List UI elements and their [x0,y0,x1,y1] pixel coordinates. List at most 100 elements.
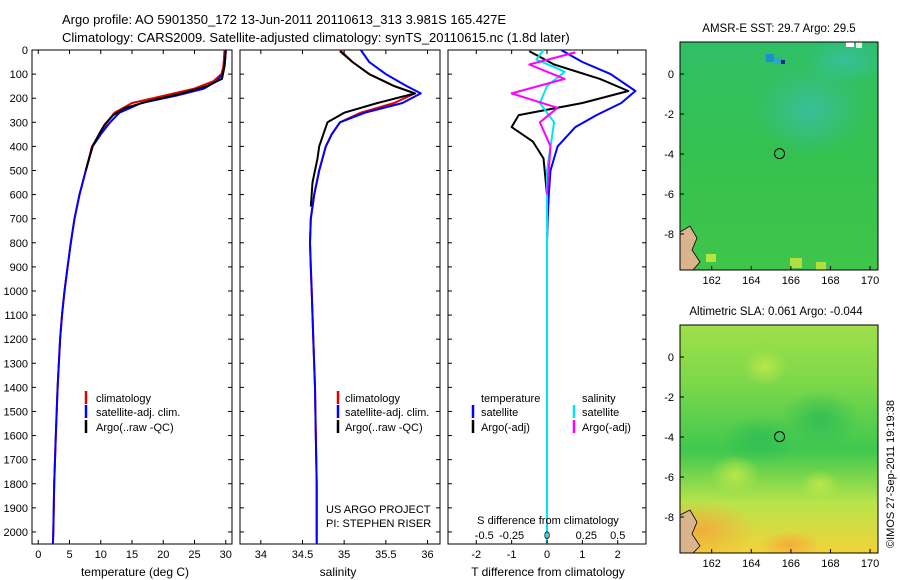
legend-label-satellite: satellite-adj. clim. [96,407,180,419]
x-tick-label: 30 [220,549,232,561]
figure-title: Argo profile: AO 5901350_172 13-Jun-2011… [62,12,506,27]
y-tick-label: 1700 [4,455,28,467]
temperature-xlabel: temperature (deg C) [81,565,189,579]
series-line-satellite-adj-clim [309,49,422,544]
x-tick-label: 5 [66,549,72,561]
figure-subtitle: Climatology: CARS2009. Satellite-adjuste… [62,30,570,45]
legend-label-t-satellite: satellite [481,407,518,419]
salinity-legend: climatology satellite-adj. clim. Argo(..… [336,391,429,434]
sla-argo-location-marker [774,431,786,443]
x-tick-label-salinity: -0.25 [499,530,524,542]
y-tick-label: 1500 [4,406,28,418]
map-x-tick-label: 162 [703,275,721,287]
x-tick-label: 10 [95,549,107,561]
legend-label-satellite: satellite-adj. clim. [345,407,429,419]
imos-timestamp: ©IMOS 27-Sep-2011 19:19:38 [885,400,897,548]
legend-label-argo: Argo(..raw -QC) [345,422,423,434]
salinity-xlabel: salinity [320,565,357,579]
x-tick-label: 2 [615,549,621,561]
y-tick-label: 1400 [4,382,28,394]
x-tick-label: -1 [507,549,517,561]
y-tick-label: 600 [10,190,28,202]
x-tick-label: 35 [338,549,350,561]
series-line-argo-adj [510,50,630,279]
sst-map-image [680,42,878,270]
x-tick-label-salinity: 0.25 [576,530,597,542]
map-y-tick-label: 0 [668,352,674,364]
sst-map-frame [679,41,879,271]
salinity-panel: salinity US ARGO PROJECT PI: STEPHEN RIS… [239,49,441,579]
y-tick-label: 700 [10,214,28,226]
t-difference-xlabel: T difference from climatology [471,565,625,579]
map-x-tick-label: 170 [861,275,879,287]
y-tick-label: 1200 [4,334,28,346]
x-tick-label-salinity: -0.5 [475,530,494,542]
y-tick-label: 300 [10,117,28,129]
map-y-tick-label: -8 [664,512,674,524]
temperature-legend: climatology satellite-adj. clim. Argo(..… [84,391,180,434]
sla-map-image [680,325,878,553]
map-y-tick-label: -2 [664,392,674,404]
map-x-tick-label: 164 [742,558,760,570]
legend-label-climatology: climatology [96,393,152,405]
map-y-tick-label: -6 [664,189,674,201]
legend-label-argo: Argo(..raw -QC) [96,422,174,434]
s-difference-xlabel: S difference from climatology [477,515,619,527]
x-tick-label-salinity: 0 [544,530,550,542]
y-tick-label: 1600 [4,431,28,443]
y-tick-label: 1000 [4,286,28,298]
sla-map-frame [679,324,879,554]
salinity-axes-frame [239,49,441,545]
map-x-tick-label: 168 [821,558,839,570]
x-tick-label: -2 [471,549,481,561]
map-y-tick-label: -6 [664,472,674,484]
map-y-tick-label: -8 [664,229,674,241]
map-x-tick-label: 162 [703,558,721,570]
legend-label-climatology: climatology [345,393,401,405]
map-y-tick-label: -4 [664,149,674,161]
x-tick-label: 25 [188,549,200,561]
y-tick-label: 0 [22,45,28,57]
x-tick-label: 15 [126,549,138,561]
series-line-argo-raw-qc [84,51,227,171]
x-tick-label: 0 [544,549,550,561]
y-tick-label: 1300 [4,358,28,370]
y-tick-label: 400 [10,141,28,153]
series-line-argo-raw-qc [309,50,416,207]
series-line-satellite [546,49,637,544]
temperature-panel: temperature (deg C) 01002003004005006007… [4,45,233,579]
legend-header-temperature: temperature [481,393,540,405]
difference-legend: temperature salinity satellite Argo(-adj… [471,393,631,434]
map-x-tick-label: 168 [821,275,839,287]
y-tick-label: 1100 [4,310,28,322]
x-tick-label-salinity: 0.5 [610,530,625,542]
legend-header-salinity: salinity [582,393,616,405]
map-x-tick-label: 166 [782,275,800,287]
series-line-satellite-adj-clim [51,49,227,545]
map-x-tick-label: 170 [861,558,879,570]
y-tick-label: 200 [10,93,28,105]
map-y-tick-label: 0 [668,69,674,81]
y-tick-label: 800 [10,238,28,250]
x-tick-label: 34.5 [292,549,313,561]
legend-label-s-argo: Argo(-adj) [582,422,631,434]
series-line-argo-adj [510,51,576,195]
x-tick-label: 1 [579,549,585,561]
sla-map-title: Altimetric SLA: 0.061 Argo: -0.044 [689,306,863,318]
series-line-climatology [309,49,416,544]
y-tick-label: 500 [10,165,28,177]
legend-label-s-satellite: satellite [582,407,619,419]
y-tick-label: 1800 [4,479,28,491]
map-y-tick-label: -4 [664,432,674,444]
x-tick-label: 34 [255,549,267,561]
difference-panel: T difference from climatology S differen… [447,49,647,579]
map-x-tick-label: 166 [782,558,800,570]
legend-label-t-argo: Argo(-adj) [481,422,530,434]
x-tick-label: 0 [35,549,41,561]
sst-map-title: AMSR-E SST: 29.7 Argo: 29.5 [702,23,855,35]
temperature-axes-frame [31,49,233,545]
map-y-tick-label: -2 [664,109,674,121]
y-tick-label: 2000 [4,527,28,539]
x-tick-label: 35.5 [375,549,396,561]
